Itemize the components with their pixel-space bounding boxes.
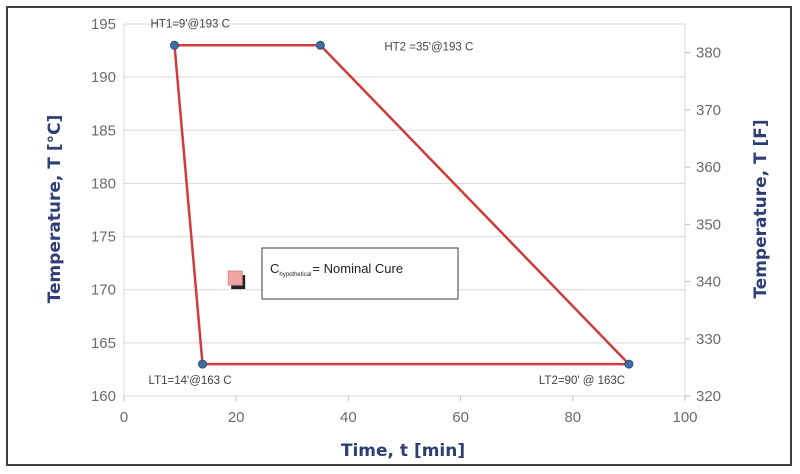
y2-axis-ticks: 320 330 340 350 360 370 380 [685, 45, 721, 405]
legend: Chypothetical= Nominal Cure [261, 247, 459, 300]
legend-label: Chypothetical= Nominal Cure [270, 261, 403, 278]
point-label-1: HT2 =35'@193 C [384, 41, 473, 53]
gridlines [123, 23, 686, 397]
y2-tick-label-3: 350 [696, 216, 721, 233]
data-point-2 [198, 359, 208, 369]
x-axis-ticks: 0 20 40 60 80 100 [120, 396, 698, 426]
x-axis-title: Time, t [min] [341, 441, 465, 461]
x-tick-label-2: 40 [340, 409, 357, 426]
x-tick-label-5: 100 [672, 409, 697, 426]
legend-marker [227, 270, 243, 286]
y2-tick-label-5: 370 [696, 102, 721, 119]
point-label-3: LT2=90' @ 163C [539, 375, 625, 387]
legend-subscript: hypothetical [279, 272, 311, 278]
x-tick-label-0: 0 [120, 409, 128, 426]
y2-tick-label-1: 330 [696, 331, 721, 348]
legend-main: C [270, 261, 279, 276]
y2-tick-label-0: 320 [696, 388, 721, 405]
y2-tick-label-2: 340 [696, 274, 721, 291]
x-tick-label-4: 80 [564, 409, 581, 426]
annotation-layer: HT1=9'@193 C HT2 =35'@193 C LT1=14'@163 C L… [149, 18, 626, 387]
y-tick-label-4: 180 [91, 175, 116, 192]
point-label-0: HT1=9'@193 C [150, 18, 229, 30]
y2-tick-label-6: 380 [696, 45, 721, 62]
x-tick-label-1: 20 [228, 409, 245, 426]
series-line-0 [173, 44, 632, 366]
y2-tick-label-4: 360 [696, 159, 721, 176]
data-point-1 [315, 40, 325, 50]
chart-frame [6, 6, 792, 466]
data-point-3 [624, 359, 634, 369]
y-tick-label-0: 160 [91, 388, 116, 405]
y-tick-label-2: 170 [91, 282, 116, 299]
y2-axis-title: Temperature, T [F] [751, 119, 771, 298]
y-tick-label-3: 175 [91, 229, 116, 246]
y-tick-label-7: 195 [91, 16, 116, 33]
y-tick-label-6: 190 [91, 69, 116, 86]
points-layer [169, 40, 634, 369]
series-layer [173, 44, 632, 366]
legend-box [261, 247, 459, 300]
y-tick-label-1: 165 [91, 335, 116, 352]
data-point-0 [169, 40, 179, 50]
point-label-2: LT1=14'@163 C [149, 375, 232, 387]
y-tick-label-5: 185 [91, 122, 116, 139]
legend-suffix: = Nominal Cure [312, 261, 403, 276]
x-tick-label-3: 60 [452, 409, 469, 426]
y-axis-title: Temperature, T [°C] [45, 115, 65, 304]
y-axis-ticks: 160 165 170 175 180 185 190 195 [91, 16, 116, 405]
